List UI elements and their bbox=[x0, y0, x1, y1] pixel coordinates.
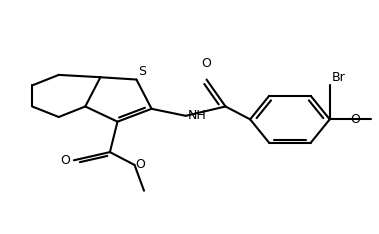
Text: O: O bbox=[202, 57, 211, 70]
Text: O: O bbox=[60, 154, 70, 167]
Text: Br: Br bbox=[332, 71, 345, 84]
Text: S: S bbox=[138, 65, 146, 78]
Text: O: O bbox=[351, 113, 360, 126]
Text: O: O bbox=[135, 158, 145, 172]
Text: NH: NH bbox=[188, 109, 206, 122]
